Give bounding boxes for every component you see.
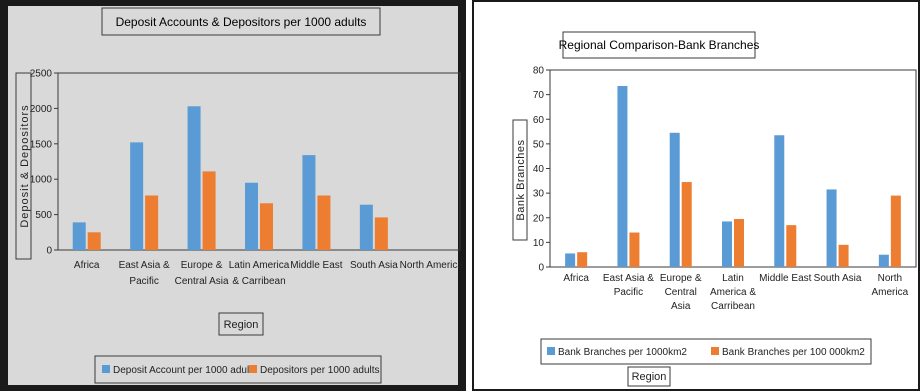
right-y-tick-label: 30 <box>533 189 545 200</box>
left-bar-series1 <box>245 182 258 250</box>
right-y-tick-label: 70 <box>533 90 545 101</box>
left-bar-series1 <box>187 106 201 250</box>
left-bar-series2 <box>202 171 216 250</box>
left-plot-frame <box>57 72 461 251</box>
left-xlabel-box <box>218 312 264 336</box>
left-bar-series2 <box>260 203 273 250</box>
right-y-tick-label: 50 <box>533 139 545 150</box>
left-legend-label: Deposit Account per 1000 adults <box>113 365 257 376</box>
left-category-label: North America <box>400 260 464 271</box>
right-legend-swatch <box>711 347 719 355</box>
left-bar-series1 <box>359 204 373 250</box>
left-bar-series2 <box>374 217 388 250</box>
right-category-label: Africa <box>563 273 589 284</box>
left-title-box <box>101 7 381 36</box>
left-bar-series2 <box>145 195 159 250</box>
bank-branches-chart: Regional Comparison-Bank Branches Bank B… <box>474 2 918 389</box>
left-category-label: East Asia & Pacific <box>119 260 170 287</box>
right-legend-label: Bank Branches per 100 000km2 <box>722 347 865 358</box>
left-legend-swatch <box>102 365 110 373</box>
right-category-label: South Asia <box>814 273 862 284</box>
right-category-label: East Asia & Pacific <box>603 273 654 298</box>
left-chart-title: Deposit Accounts & Depositors per 1000 a… <box>116 15 367 29</box>
right-ylabel-box <box>512 119 528 241</box>
right-y-tick-label: 60 <box>533 115 545 126</box>
left-y-tick-label: 1000 <box>30 175 53 186</box>
right-bar-series2 <box>681 182 692 267</box>
left-y-tick-label: 1500 <box>30 139 53 150</box>
right-legend-box <box>540 338 872 365</box>
right-xlabel-box <box>627 366 671 387</box>
right-bar-series2 <box>734 218 744 267</box>
right-legend-label: Bank Branches per 1000km2 <box>558 347 687 358</box>
right-x-axis-title: Region <box>632 371 667 383</box>
right-bar-series2 <box>786 225 797 267</box>
right-bar-series1 <box>878 254 889 267</box>
right-category-label: North America <box>872 273 909 298</box>
deposit-accounts-chart: Deposit Accounts & Depositors per 1000 a… <box>8 6 464 385</box>
right-bar-series1 <box>617 86 628 267</box>
right-category-label: Latin America & Carribean <box>710 273 756 312</box>
right-bar-series1 <box>565 253 576 267</box>
left-y-tick-label: 500 <box>35 210 52 221</box>
left-category-label: Europe & Central Asia <box>175 260 229 287</box>
right-y-tick-label: 20 <box>533 213 545 224</box>
left-bar-series1 <box>72 222 86 250</box>
left-category-label: Africa <box>74 260 100 271</box>
left-bar-series2 <box>87 232 101 250</box>
left-y-axis-title: Deposit & Depositors <box>19 104 31 227</box>
right-y-tick-label: 0 <box>538 263 544 274</box>
left-category-label: Middle East <box>290 260 342 271</box>
right-bar-series1 <box>722 221 732 267</box>
right-y-tick-label: 80 <box>533 66 545 77</box>
right-bar-series1 <box>826 189 837 267</box>
left-legend-label: Depositors per 1000 adults <box>260 365 380 376</box>
right-category-label: Middle East <box>759 273 811 284</box>
right-chart-title: Regional Comparison-Bank Branches <box>559 38 760 52</box>
left-legend-swatch <box>249 365 257 373</box>
right-bar-series2 <box>577 252 588 267</box>
left-ylabel-box <box>15 72 32 260</box>
left-legend-box <box>94 355 382 384</box>
left-y-tick-label: 2000 <box>30 104 53 115</box>
left-y-tick-label: 2500 <box>30 69 53 80</box>
right-bar-series1 <box>669 132 680 267</box>
right-legend-swatch <box>547 347 555 355</box>
right-category-label: Europe & Central Asia <box>660 273 702 312</box>
right-chart-area <box>474 2 918 389</box>
right-bar-series1 <box>774 135 785 267</box>
left-bar-series1 <box>302 155 316 250</box>
right-chart-panel: Regional Comparison-Bank Branches Bank B… <box>472 0 920 391</box>
left-bar-series1 <box>130 142 144 250</box>
right-bar-series2 <box>838 244 849 267</box>
right-y-tick-label: 10 <box>533 238 545 249</box>
left-x-axis-title: Region <box>224 319 259 331</box>
left-category-label: South Asia <box>350 260 398 271</box>
left-bar-series2 <box>317 195 331 250</box>
right-y-axis-title: Bank Branches <box>515 139 527 220</box>
left-category-label: Latin America & Carribean <box>229 260 290 287</box>
right-bar-series2 <box>629 232 640 267</box>
right-bar-series2 <box>890 195 901 267</box>
left-chart-panel: Deposit Accounts & Depositors per 1000 a… <box>0 0 466 391</box>
right-title-box <box>562 31 756 59</box>
right-y-tick-label: 40 <box>533 164 545 175</box>
left-y-tick-label: 0 <box>46 246 52 257</box>
